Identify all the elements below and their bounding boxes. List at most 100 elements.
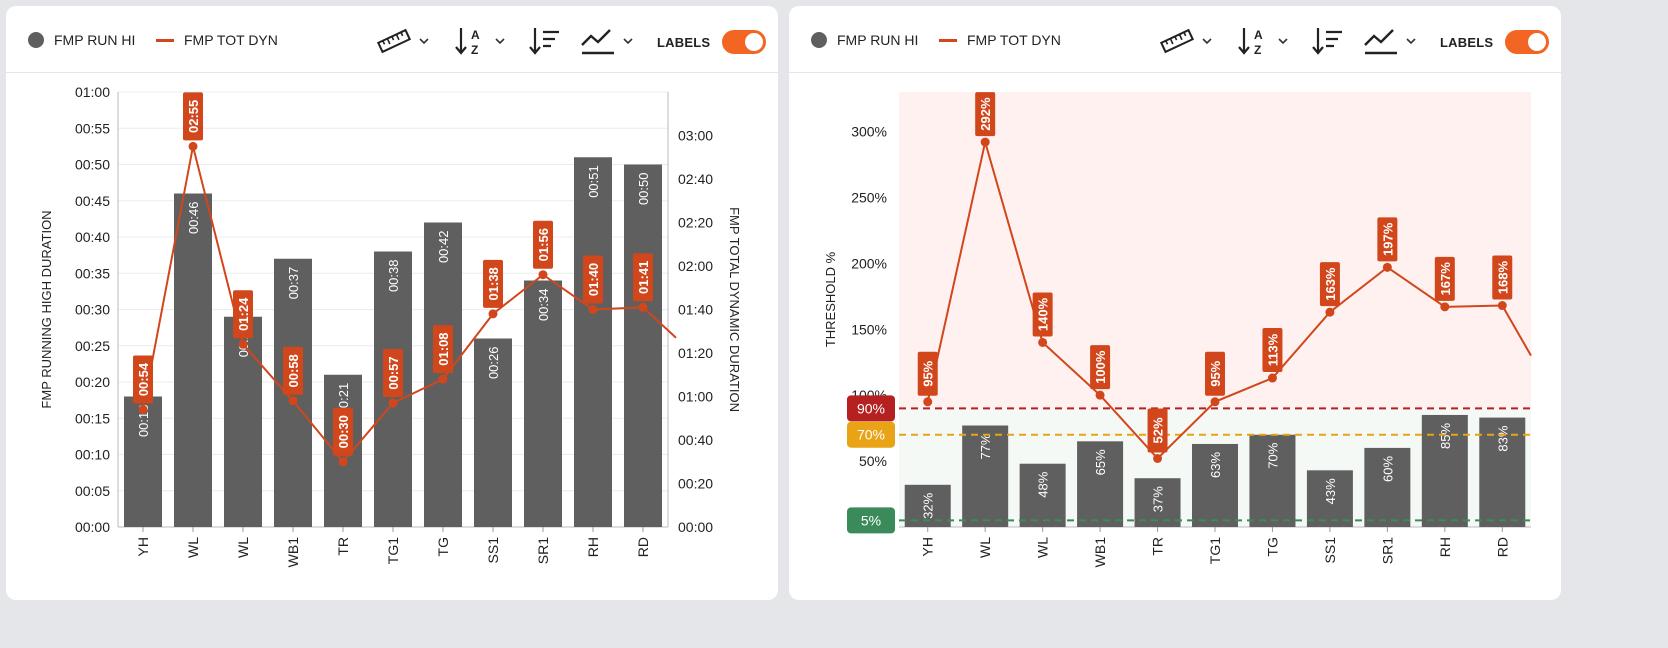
y2-tick-label: 01:40 — [678, 302, 713, 318]
y-tick-label: 300% — [851, 124, 887, 140]
labels-toggle[interactable]: LABELS — [657, 30, 767, 54]
legend-bar-label: FMP RUN HI — [837, 32, 919, 48]
ruler-tool[interactable] — [1159, 24, 1213, 58]
bar-value-label: 00:51 — [586, 165, 601, 198]
chevron-down-icon[interactable] — [1277, 37, 1289, 45]
sort-az-icon: AZ — [455, 28, 480, 57]
line-label-box — [633, 253, 653, 302]
labels-switch[interactable] — [1505, 30, 1550, 54]
legend-line-series[interactable]: FMP TOT DYN — [156, 32, 278, 48]
chevron-down-icon[interactable] — [418, 37, 430, 45]
line-value-label: 01:41 — [636, 261, 651, 294]
trend-tool[interactable] — [1363, 24, 1417, 58]
legend-bar-label: FMP RUN HI — [54, 32, 136, 48]
line-value-label: 95% — [1208, 360, 1223, 386]
legend-line-series[interactable]: FMP TOT DYN — [939, 32, 1061, 48]
bar-value-label: 77% — [978, 433, 993, 459]
bar-value-label: 43% — [1323, 478, 1338, 504]
x-tick-label: TR — [335, 537, 351, 556]
line-value-label: 113% — [1265, 333, 1280, 366]
x-tick-label: WL — [185, 537, 201, 558]
y-tick-label: 50% — [859, 453, 887, 469]
y-tick-label: 00:50 — [75, 157, 110, 173]
bar — [1421, 414, 1468, 527]
labels-toggle[interactable]: LABELS — [1440, 30, 1550, 54]
y2-tick-label: 01:20 — [678, 345, 713, 361]
bar — [574, 157, 612, 527]
x-tick-label: RD — [635, 537, 651, 557]
line-label-box — [483, 259, 503, 308]
line-point — [238, 339, 248, 349]
x-tick-label: RD — [1494, 537, 1510, 557]
x-tick-label: TG1 — [1207, 537, 1223, 564]
y-tick-label: 00:30 — [75, 302, 110, 318]
bar-value-label: 00:21 — [336, 383, 351, 416]
chevron-down-icon[interactable] — [494, 37, 506, 45]
line-label-box — [1492, 255, 1513, 300]
chevron-down-icon[interactable] — [1405, 37, 1417, 45]
bar-value-label: 00:26 — [486, 347, 501, 380]
y2-tick-label: 02:40 — [678, 171, 713, 187]
line-point — [638, 302, 648, 312]
y-tick-label: 00:00 — [75, 519, 110, 535]
line-point — [488, 309, 498, 319]
bar-value-label: 32% — [921, 492, 936, 518]
chevron-down-icon[interactable] — [622, 37, 634, 45]
y-tick-label: 00:35 — [75, 265, 110, 281]
line-label-box — [917, 351, 938, 396]
line-label-box — [1147, 408, 1168, 453]
y-axis-title: THRESHOLD % — [823, 251, 838, 347]
line-value-label: 00:54 — [136, 362, 151, 396]
threshold-badge — [847, 421, 895, 448]
labels-toggle-label: LABELS — [1440, 34, 1494, 50]
labels-switch[interactable] — [722, 30, 767, 54]
x-tick-label: WB1 — [1092, 537, 1108, 568]
x-tick-label: WL — [235, 537, 251, 558]
bar — [1077, 441, 1124, 527]
line-point — [288, 396, 298, 406]
x-tick-label: WL — [1035, 537, 1051, 558]
bar-value-label: 00:42 — [436, 231, 451, 264]
line-value-label: 01:24 — [236, 297, 251, 331]
ruler-tool[interactable] — [376, 24, 430, 58]
line-label-box — [333, 407, 353, 456]
y-tick-label: 150% — [851, 321, 887, 337]
sort-desc-tool[interactable] — [528, 24, 562, 58]
line-value-label: 100% — [1093, 350, 1108, 384]
chevron-down-icon[interactable] — [1201, 37, 1213, 45]
bar — [224, 316, 262, 527]
line-label-box — [183, 92, 203, 141]
labels-toggle-label: LABELS — [657, 34, 711, 50]
line-value-label: 167% — [1438, 262, 1453, 296]
line-point — [338, 457, 348, 467]
line-point — [588, 305, 598, 314]
ruler-icon — [1159, 28, 1195, 54]
y2-tick-label: 00:20 — [678, 476, 713, 492]
legend-bar-series[interactable]: FMP RUN HI — [811, 32, 918, 48]
line-value-label: 140% — [1036, 297, 1051, 331]
line-point — [1497, 301, 1507, 311]
x-tick-label: TG — [1264, 537, 1280, 556]
y2-tick-label: 01:00 — [678, 389, 713, 405]
threshold-label: 70% — [857, 427, 885, 443]
legend-bar-series[interactable]: FMP RUN HI — [28, 32, 135, 48]
svg-text:A: A — [1254, 28, 1263, 42]
x-tick-label: SR1 — [535, 537, 551, 564]
y2-axis-title: FMP TOTAL DYNAMIC DURATION — [727, 207, 742, 412]
x-tick-label: SR1 — [1379, 537, 1395, 564]
trend-icon — [581, 29, 614, 55]
sort-az-icon: AZ — [1238, 28, 1263, 57]
bar-value-label: 85% — [1438, 423, 1453, 449]
ruler-icon — [376, 28, 412, 54]
line-point — [188, 141, 198, 151]
line-value-label: 163% — [1323, 267, 1338, 301]
y2-tick-label: 00:00 — [678, 519, 713, 535]
sort-desc-tool[interactable] — [1311, 24, 1345, 58]
y-tick-label: 00:55 — [75, 120, 110, 136]
y2-tick-label: 02:00 — [678, 258, 713, 274]
line-label-box — [283, 346, 303, 395]
legend-line-label: FMP TOT DYN — [967, 32, 1061, 48]
trend-tool[interactable] — [580, 24, 634, 58]
